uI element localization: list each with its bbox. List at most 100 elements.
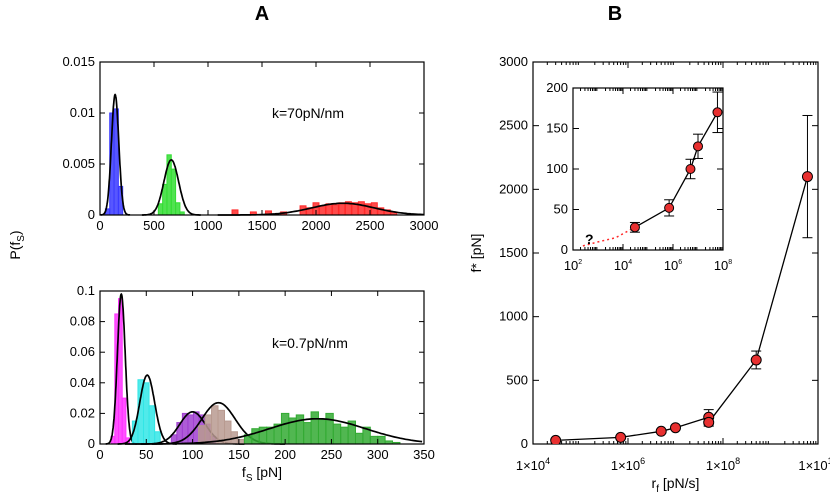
data-point: [670, 422, 681, 434]
hist-bar: [143, 382, 150, 445]
hist-bar: [332, 423, 342, 445]
annotation: k=70pN/nm: [272, 105, 344, 121]
x-tick-label: 200: [274, 447, 296, 462]
hist-bar: [317, 419, 327, 445]
data-point: [801, 171, 813, 183]
plot-area: [550, 114, 813, 444]
chart-a-top: 0 500 1000 1500 2000 2500 3000 0 0.005 0.01 0.015 k…: [62, 54, 438, 233]
x-tick-label: 300: [367, 447, 389, 462]
y-tick-label: 100: [546, 161, 568, 176]
hist-bar: [148, 405, 156, 445]
y-axis-label: f* [pN]: [468, 234, 484, 273]
data-point: [712, 107, 723, 118]
fit-curve: [141, 159, 201, 216]
hist-bar: [251, 428, 260, 445]
panel-b-label: B: [608, 3, 622, 25]
y-tick-label: 0.005: [62, 156, 95, 171]
x-tick-label: 100: [182, 447, 204, 462]
y-tick-label: 0.01: [70, 105, 95, 120]
hist-bar: [198, 425, 206, 445]
annotation: k=0.7pN/nm: [272, 335, 348, 351]
hist-bar: [121, 397, 127, 445]
x-tick-label: 102: [564, 258, 582, 273]
hist-bar: [204, 414, 213, 445]
y-tick-label: 0: [88, 436, 95, 451]
y-tick-label: 0.015: [62, 54, 95, 69]
x-tick-label: 1000: [194, 218, 223, 233]
y-tick-label: 0: [521, 436, 528, 451]
y-tick-label: 0.06: [70, 344, 95, 359]
hist-bar: [303, 422, 312, 445]
x-tick-label: 50: [139, 447, 153, 462]
hist-bar: [325, 412, 334, 445]
hist-bar: [331, 204, 339, 216]
hist-bar: [211, 405, 219, 445]
x-tick-label: 150: [228, 447, 250, 462]
x-tick-label: 1×108: [706, 456, 740, 473]
hist-bar: [175, 202, 181, 216]
data-point: [693, 141, 703, 152]
hist-bar: [170, 168, 177, 216]
x-tick-label: 0: [96, 218, 103, 233]
shared-ylabel: P(fS): [7, 230, 27, 259]
x-axis-label: rf [pN/s]: [652, 475, 700, 495]
panel-a-label: A: [255, 3, 269, 25]
data-point: [703, 416, 715, 428]
y-tick-label: 2500: [499, 118, 528, 133]
fit-curve: [117, 374, 177, 445]
y-tick-label: 1500: [499, 245, 528, 260]
x-tick-label: 104: [614, 258, 632, 273]
plot-frame: [99, 61, 425, 216]
plot-frame: [572, 87, 724, 251]
y-tick-label: 0.1: [77, 283, 95, 298]
data-line: [555, 176, 809, 442]
fit-curve: [105, 292, 137, 445]
x-tick-label: 500: [143, 218, 165, 233]
hist-bar: [357, 201, 365, 216]
data-point: [629, 222, 640, 233]
chart-a-bottom: 0 50 100 150 200 250 300 350 0 0.02 0.04 0.06 0.08 0.…: [70, 283, 435, 484]
hist-bar: [369, 435, 379, 445]
x-tick-label: 1×104: [516, 456, 550, 473]
data-point: [655, 425, 667, 437]
x-tick-label: 1500: [248, 218, 277, 233]
x-tick-label: 108: [714, 258, 732, 273]
hist-bar: [310, 411, 319, 445]
y-tick-label: 3000: [499, 54, 528, 69]
y-tick-label: 0: [561, 242, 568, 257]
x-tick-label: 106: [664, 258, 682, 273]
data-point: [685, 164, 696, 174]
x-tick-label: 1×106: [611, 456, 645, 473]
x-tick-label: 2000: [302, 218, 331, 233]
fit-curve: [100, 93, 131, 216]
y-tick-label: 0: [88, 207, 95, 222]
y-tick-label: 0.04: [70, 375, 95, 390]
x-tick-label: 1×1010: [798, 456, 830, 473]
y-tick-label: 150: [546, 121, 568, 136]
y-tick-label: 50: [554, 202, 568, 217]
data-point: [615, 431, 627, 443]
hist-bar: [377, 435, 386, 445]
y-tick-label: 200: [546, 80, 568, 95]
hist-bar: [217, 409, 226, 445]
chart-b-inset: 102 104 106 108 0 50 100 150 200?: [546, 80, 732, 273]
x-tick-label: 0: [96, 447, 103, 462]
y-tick-label: 0.08: [70, 314, 95, 329]
data-point: [664, 202, 675, 213]
y-tick-label: 1000: [499, 309, 528, 324]
x-tick-label: 3000: [410, 218, 439, 233]
x-tick-label: 350: [413, 447, 435, 462]
y-tick-label: 2000: [499, 181, 528, 196]
data-point: [550, 434, 562, 444]
plot-area: [582, 91, 723, 247]
x-axis-label: fS [pN]: [242, 464, 282, 484]
hist-bar: [354, 432, 364, 445]
hist-bar: [157, 203, 164, 216]
hist-bar: [162, 183, 168, 216]
plot-frame: [99, 290, 425, 445]
hist-bar: [340, 426, 349, 445]
annotation: ?: [585, 231, 594, 247]
data-point: [750, 354, 762, 366]
y-tick-label: 500: [506, 372, 528, 387]
x-tick-label: 250: [321, 447, 343, 462]
